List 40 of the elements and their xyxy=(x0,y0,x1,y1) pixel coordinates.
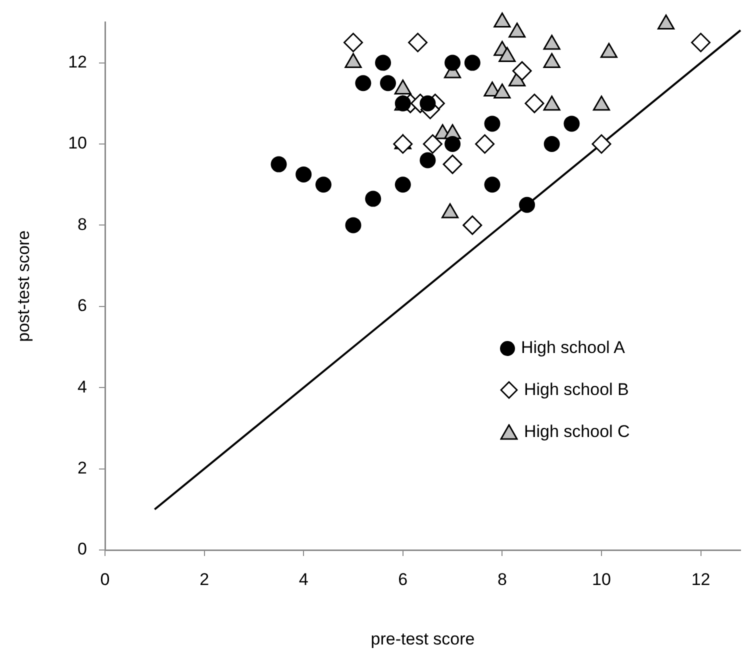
y-axis-title: post-test score xyxy=(14,230,33,342)
x-tick-label: 8 xyxy=(497,570,507,589)
y-tick-label: 2 xyxy=(78,458,87,478)
legend-label: High school C xyxy=(524,422,630,442)
point xyxy=(270,156,287,172)
point xyxy=(315,176,332,193)
x-tick-label: 6 xyxy=(398,570,408,589)
y-tick-label: 4 xyxy=(78,377,87,396)
x-tick-label: 2 xyxy=(200,570,210,589)
y-tick-label: 6 xyxy=(78,296,87,316)
point xyxy=(444,54,461,71)
point xyxy=(420,95,436,112)
x-tick-label: 0 xyxy=(100,570,110,589)
point xyxy=(464,54,480,71)
x-tick-label: 10 xyxy=(592,570,611,589)
y-tick-label: 12 xyxy=(68,52,87,72)
y-tick-label: 8 xyxy=(78,214,87,234)
y-tick-label: 0 xyxy=(78,540,87,559)
point xyxy=(375,54,392,71)
point xyxy=(564,116,580,132)
x-axis-title: pre-test score xyxy=(370,629,475,648)
y-tick-label: 10 xyxy=(68,134,87,153)
point xyxy=(296,166,312,182)
point xyxy=(394,176,411,193)
legend-label: High school B xyxy=(524,380,629,400)
point xyxy=(519,196,536,213)
point xyxy=(420,152,436,168)
point xyxy=(544,136,560,152)
legend-label: High school A xyxy=(521,338,625,358)
point xyxy=(380,75,396,92)
x-tick-label: 12 xyxy=(691,570,710,589)
point xyxy=(393,134,413,154)
point xyxy=(365,190,382,207)
x-tick-label: 4 xyxy=(298,570,308,589)
point xyxy=(444,136,461,152)
point xyxy=(484,116,500,132)
point xyxy=(345,217,362,234)
point xyxy=(484,176,500,193)
point xyxy=(592,134,612,154)
point xyxy=(355,75,372,92)
